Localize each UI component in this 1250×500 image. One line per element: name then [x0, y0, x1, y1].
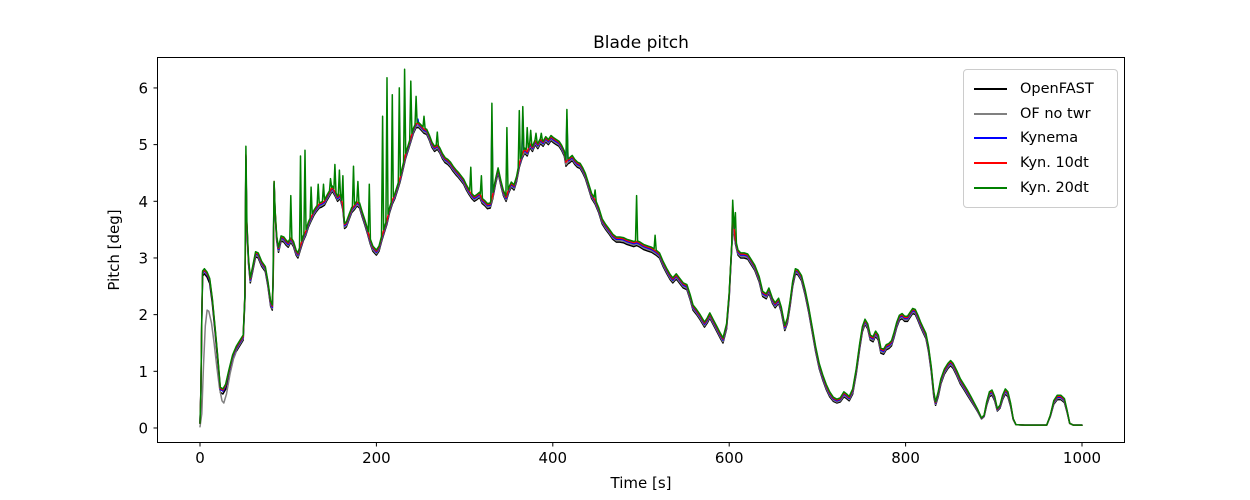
y-tick-label: 5: [138, 136, 148, 154]
legend-item-label: OpenFAST: [1020, 81, 1094, 98]
legend-item-openfast: OpenFAST: [974, 77, 1107, 102]
y-tick-label: 1: [138, 363, 148, 381]
legend-item-kyn-20dt: Kyn. 20dt: [974, 175, 1107, 200]
legend-line-sample: [974, 88, 1007, 91]
legend-item-label: Kyn. 20dt: [1020, 179, 1089, 196]
y-tick-label: 0: [138, 419, 148, 437]
series-line-kynema: [199, 115, 1083, 426]
legend-item-label: Kyn. 10dt: [1020, 155, 1089, 172]
chart-title: Blade pitch: [593, 33, 689, 53]
x-tick-label: 600: [715, 449, 744, 467]
y-tick-label: 3: [138, 249, 148, 267]
series-line-of-no-twr: [199, 125, 1083, 428]
legend-line-sample: [974, 137, 1007, 140]
x-tick-label: 0: [195, 449, 205, 467]
legend-item-of-no-twr: OF no twr: [974, 102, 1107, 127]
legend-line-sample: [974, 112, 1007, 115]
x-tick-label: 1000: [1063, 449, 1101, 467]
series-line-kyn-20dt: [199, 68, 1083, 426]
legend: OpenFAST OF no twr Kynema Kyn. 10dt Kyn. 20d…: [963, 69, 1118, 208]
legend-item-kyn-10dt: Kyn. 10dt: [974, 151, 1107, 176]
series-line-openfast: [199, 126, 1083, 426]
y-tick-label: 4: [138, 193, 148, 211]
x-tick-label: 800: [891, 449, 920, 467]
x-tick-label: 400: [538, 449, 567, 467]
legend-item-label: OF no twr: [1020, 105, 1091, 122]
y-axis-label: Pitch [deg]: [105, 209, 123, 291]
legend-item-kynema: Kynema: [974, 126, 1107, 151]
legend-line-sample: [974, 162, 1007, 165]
legend-item-label: Kynema: [1020, 130, 1079, 147]
y-tick-label: 6: [138, 79, 148, 97]
axes-spines: [157, 57, 1125, 443]
x-tick-label: 200: [362, 449, 391, 467]
legend-line-sample: [974, 186, 1007, 189]
y-tick-label: 2: [138, 306, 148, 324]
series-line-kyn-10dt: [199, 122, 1083, 426]
x-axis-label: Time [s]: [610, 474, 672, 492]
